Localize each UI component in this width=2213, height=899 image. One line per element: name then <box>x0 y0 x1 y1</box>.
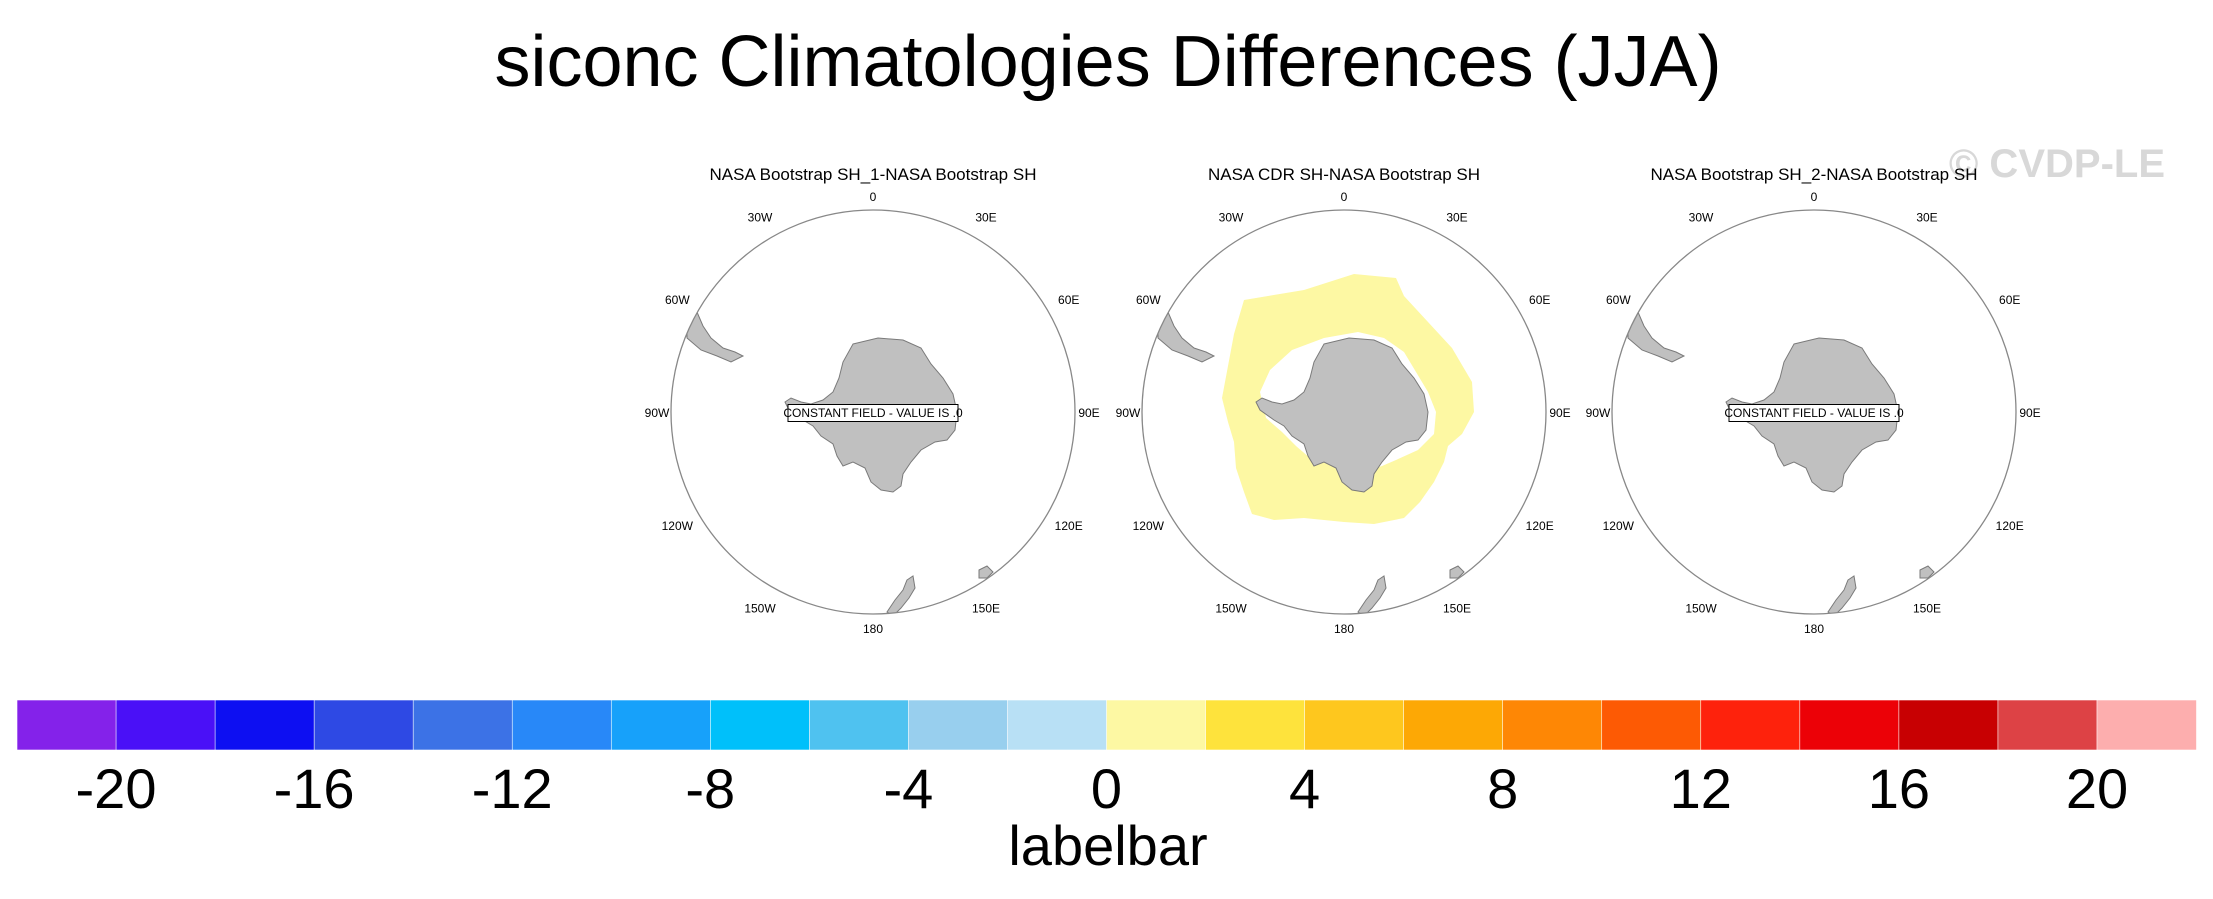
colorbar-tick-label: -20 <box>76 757 157 820</box>
longitude-label: 150E <box>972 602 1000 616</box>
longitude-label: 90E <box>1549 406 1570 420</box>
longitude-label: 180 <box>863 622 883 636</box>
longitude-label: 90W <box>645 406 670 420</box>
longitude-label: 150W <box>1215 602 1247 616</box>
colorbar-segment <box>511 699 613 751</box>
longitude-label: 60W <box>665 293 690 307</box>
map-border <box>670 209 1076 615</box>
constant-field-label: CONSTANT FIELD - VALUE IS .0 <box>1724 406 1904 420</box>
longitude-label: 0 <box>1811 190 1818 204</box>
colorbar-segment <box>1403 699 1504 751</box>
colorbar-segment <box>1601 699 1702 751</box>
colorbar-segment <box>1502 699 1603 751</box>
longitude-label: 90E <box>2019 406 2040 420</box>
colorbar-tick-label: 0 <box>1091 757 1122 820</box>
longitude-label: 120W <box>1133 519 1165 533</box>
watermark: © CVDP-LE <box>1949 142 2165 186</box>
colorbar-tick-label: -8 <box>685 757 735 820</box>
longitude-label: 120E <box>1055 519 1083 533</box>
panel-title: NASA CDR SH-NASA Bootstrap SH <box>1208 165 1480 184</box>
longitude-label: 150W <box>744 602 776 616</box>
longitude-label: 180 <box>1334 622 1354 636</box>
longitude-label: 0 <box>870 190 877 204</box>
map-panel: NASA Bootstrap SH_2-NASA Bootstrap SH 0 30… <box>1586 165 2041 636</box>
colorbar-tick-label: 8 <box>1487 757 1518 820</box>
colorbar-tick-label: -12 <box>472 757 553 820</box>
colorbar-segment <box>1205 699 1306 751</box>
longitude-label: 30W <box>1219 210 1244 224</box>
colorbar-segment <box>1898 699 1999 751</box>
constant-field-box <box>787 404 959 422</box>
longitude-label: 180 <box>1804 622 1824 636</box>
colorbar-segment <box>16 699 117 751</box>
colorbar-segment <box>710 699 811 751</box>
panel-title: NASA Bootstrap SH_1-NASA Bootstrap SH <box>710 165 1037 184</box>
longitude-label: 60E <box>1529 293 1550 307</box>
colorbar-tick-label: -16 <box>274 757 355 820</box>
colorbar-segment <box>1106 699 1207 751</box>
longitude-label: 90W <box>1116 406 1141 420</box>
colorbar-segment <box>412 699 514 751</box>
longitude-label: 60E <box>1058 293 1079 307</box>
colorbar-segment <box>610 699 712 751</box>
longitude-label: 30W <box>748 210 773 224</box>
longitude-label: 150W <box>1685 602 1717 616</box>
map-border <box>1141 209 1547 615</box>
longitude-label: 60E <box>1999 293 2020 307</box>
colorbar-segment <box>1799 699 1900 751</box>
colorbar-segment <box>2096 699 2197 751</box>
longitude-label: 30E <box>975 210 996 224</box>
colorbar-segment <box>214 699 315 751</box>
figure-title: siconc Climatologies Differences (JJA) <box>494 22 1721 102</box>
map-panel: NASA CDR SH-NASA Bootstrap SH 0 30E 60E 90E 1… <box>1116 165 1571 636</box>
longitude-label: 90E <box>1078 406 1099 420</box>
colorbar-tick-label: 16 <box>1868 757 1930 820</box>
colorbar-segment <box>1304 699 1405 751</box>
longitude-label: 120E <box>1526 519 1554 533</box>
constant-field-label: CONSTANT FIELD - VALUE IS .0 <box>783 406 963 420</box>
panel-title: NASA Bootstrap SH_2-NASA Bootstrap SH <box>1651 165 1978 184</box>
colorbar-tick-label: 12 <box>1670 757 1732 820</box>
colorbar: -20 -16 -12 -8 -4 0 4 8 12 16 20 <box>16 699 2197 820</box>
longitude-label: 120W <box>1603 519 1635 533</box>
longitude-label: 0 <box>1341 190 1348 204</box>
colorbar-segment <box>115 699 216 751</box>
colorbar-tick-label: -4 <box>884 757 934 820</box>
longitude-label: 30E <box>1446 210 1467 224</box>
longitude-label: 150E <box>1913 602 1941 616</box>
difference-field <box>1222 274 1474 524</box>
longitude-label: 90W <box>1586 406 1611 420</box>
colorbar-segment <box>908 699 1009 751</box>
longitude-label: 60W <box>1606 293 1631 307</box>
constant-field-box <box>1728 404 1900 422</box>
longitude-label: 30E <box>1916 210 1937 224</box>
map-border <box>1611 209 2017 615</box>
longitude-label: 30W <box>1689 210 1714 224</box>
colorbar-segment <box>1997 699 2098 751</box>
colorbar-tick-label: 4 <box>1289 757 1320 820</box>
longitude-label: 60W <box>1136 293 1161 307</box>
longitude-label: 150E <box>1443 602 1471 616</box>
colorbar-title: labelbar <box>1008 814 1207 877</box>
colorbar-segment <box>809 699 910 751</box>
map-panels: NASA Bootstrap SH_1-NASA Bootstrap SH 0 30… <box>645 165 2041 636</box>
colorbar-tick-label: 20 <box>2066 757 2128 820</box>
map-panel: NASA Bootstrap SH_1-NASA Bootstrap SH 0 30… <box>645 165 1100 636</box>
longitude-label: 120W <box>662 519 694 533</box>
colorbar-segment <box>313 699 414 751</box>
colorbar-segment <box>1700 699 1801 751</box>
longitude-label: 120E <box>1996 519 2024 533</box>
colorbar-segment <box>1007 699 1108 751</box>
